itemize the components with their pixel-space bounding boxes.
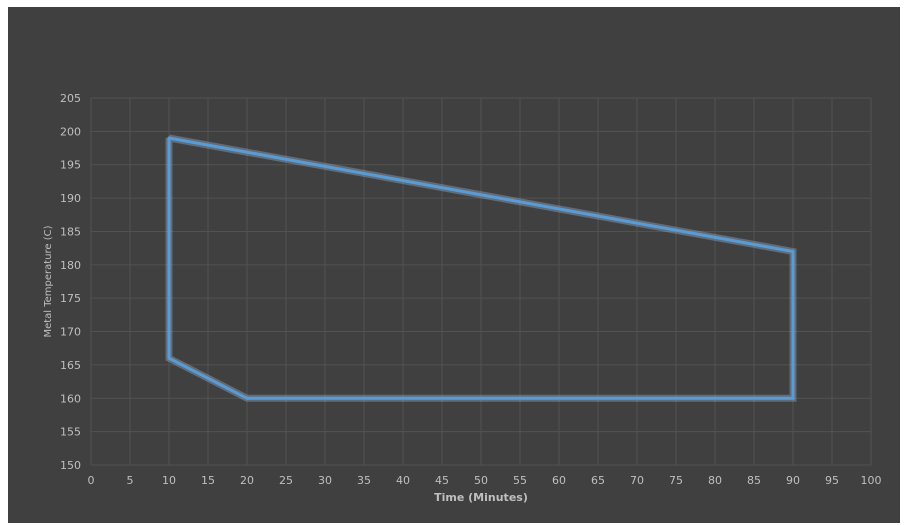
x-tick-label: 10 [162, 474, 176, 487]
x-tick-label: 25 [279, 474, 293, 487]
data-point [792, 397, 795, 400]
x-tick-label: 45 [435, 474, 449, 487]
x-tick-label: 65 [591, 474, 605, 487]
x-tick-label: 70 [630, 474, 644, 487]
data-point [246, 397, 249, 400]
line-chart: 150 155 160 165 170 175 180 185 190 195 200 205 0 5 1… [8, 7, 900, 523]
y-tick-label: 150 [60, 459, 81, 472]
y-tick-label: 175 [60, 292, 81, 305]
x-tick-label: 100 [861, 474, 882, 487]
x-tick-label: 35 [357, 474, 371, 487]
x-tick-label: 55 [513, 474, 527, 487]
y-tick-label: 180 [60, 259, 81, 272]
x-tick-label: 0 [88, 474, 95, 487]
y-tick-label: 205 [60, 92, 81, 105]
y-tick-labels: 150 155 160 165 170 175 180 185 190 195 200 205 [60, 92, 81, 472]
data-point [168, 137, 171, 140]
y-tick-label: 200 [60, 125, 81, 138]
chart-area: 150 155 160 165 170 175 180 185 190 195 200 205 0 5 1… [8, 7, 900, 523]
y-tick-label: 185 [60, 225, 81, 238]
y-tick-label: 165 [60, 359, 81, 372]
x-tick-label: 50 [474, 474, 488, 487]
data-point [168, 357, 171, 360]
y-tick-label: 160 [60, 392, 81, 405]
x-tick-label: 90 [786, 474, 800, 487]
x-tick-label: 95 [825, 474, 839, 487]
x-tick-label: 15 [201, 474, 215, 487]
x-tick-labels: 0 5 10 15 20 25 30 35 40 45 50 55 60 65 70 75 80 85 90 95 10… [88, 474, 882, 487]
data-point [792, 250, 795, 253]
x-tick-label: 85 [747, 474, 761, 487]
x-axis-title: Time (Minutes) [434, 491, 528, 504]
grid-lines [91, 98, 871, 465]
x-tick-label: 40 [396, 474, 410, 487]
x-tick-label: 5 [127, 474, 134, 487]
y-tick-label: 195 [60, 159, 81, 172]
y-tick-label: 190 [60, 192, 81, 205]
x-tick-label: 60 [552, 474, 566, 487]
x-tick-label: 30 [318, 474, 332, 487]
x-tick-label: 80 [708, 474, 722, 487]
y-tick-label: 155 [60, 426, 81, 439]
x-tick-label: 75 [669, 474, 683, 487]
y-tick-label: 170 [60, 326, 81, 339]
y-axis-title: Metal Temperature (C) [43, 225, 54, 337]
x-tick-label: 20 [240, 474, 254, 487]
